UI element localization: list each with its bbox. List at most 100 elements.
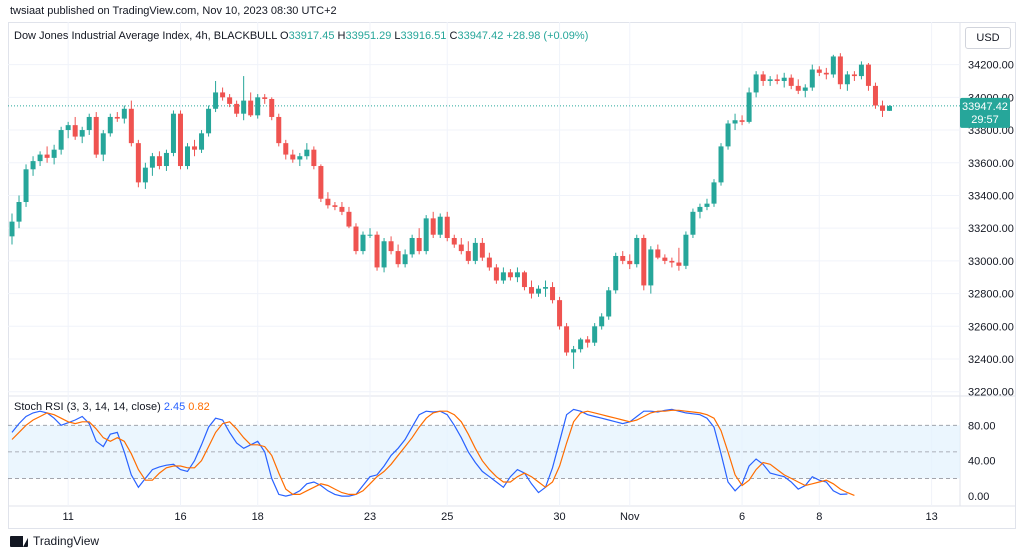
candle — [23, 164, 29, 207]
candlestick-layer — [9, 53, 892, 369]
price-tick-label: 33800.00 — [968, 125, 1014, 137]
candle — [887, 105, 892, 111]
candle-body — [732, 120, 738, 124]
price-tick-label: 32400.00 — [968, 354, 1014, 366]
candle-body — [872, 85, 878, 106]
candle — [255, 94, 261, 119]
candle-body — [493, 267, 499, 281]
candle — [641, 234, 647, 291]
candle-body — [332, 205, 338, 207]
chart-frame — [8, 22, 1016, 529]
open-value: 33917.45 — [288, 30, 335, 42]
candle-body — [114, 116, 120, 119]
candle — [620, 251, 626, 265]
price-tick-label: 32200.00 — [968, 387, 1014, 399]
candle-body — [262, 97, 268, 99]
candle — [809, 64, 815, 91]
candle — [325, 192, 331, 209]
candle-body — [339, 206, 345, 212]
candle-body — [30, 161, 36, 170]
stoch-rsi-title[interactable]: Stoch RSI (3, 3, 14, 14, close) — [14, 401, 161, 413]
candle — [93, 112, 99, 158]
candle-body — [606, 290, 612, 317]
candle — [114, 112, 120, 122]
candle — [592, 323, 598, 346]
candle — [100, 130, 106, 162]
footer-brand[interactable]: TradingView — [10, 534, 99, 548]
candle — [227, 94, 233, 108]
candle-body — [809, 69, 815, 88]
candle-body — [416, 237, 422, 252]
candle — [430, 211, 436, 238]
candle — [388, 236, 394, 255]
candle-body — [746, 92, 752, 122]
candle — [128, 100, 134, 147]
candle-body — [346, 211, 352, 227]
candle-body — [51, 149, 57, 158]
candle — [177, 110, 183, 170]
candle-body — [662, 257, 668, 261]
candle-body — [255, 97, 261, 116]
candle — [606, 287, 612, 320]
candle — [465, 241, 471, 265]
candle-body — [325, 198, 331, 206]
candle — [690, 208, 696, 238]
candle-body — [851, 74, 857, 77]
candle — [79, 126, 85, 144]
price-tag-price: 33947.42 — [962, 101, 1008, 113]
candle-body — [444, 216, 450, 238]
candle — [634, 234, 640, 268]
candle-body — [318, 166, 324, 199]
candle-body — [367, 234, 373, 236]
symbol-label[interactable]: Dow Jones Industrial Average Index, 4h, … — [14, 30, 277, 42]
stoch-d-line — [11, 409, 855, 496]
candle-body — [304, 149, 310, 157]
stoch-d-value: 0.82 — [188, 401, 210, 413]
candle — [86, 113, 92, 135]
candle-body — [16, 202, 22, 222]
candle — [170, 110, 176, 157]
price-tick-label: 34200.00 — [968, 60, 1014, 72]
candle-body — [388, 241, 394, 252]
candle — [269, 97, 275, 121]
candle-body — [192, 146, 198, 150]
candle — [135, 139, 141, 188]
candle-body — [543, 287, 549, 289]
candle — [760, 71, 766, 86]
stoch-tick-label: 80.00 — [968, 420, 996, 432]
candle — [395, 244, 401, 268]
time-tick-label: 30 — [553, 511, 565, 523]
candle-body — [241, 100, 247, 114]
candle — [585, 336, 591, 348]
candle — [662, 254, 668, 265]
candle-body — [627, 260, 633, 265]
candle-body — [423, 218, 429, 252]
candle — [872, 82, 878, 109]
change-value: +28.98 (+0.09%) — [506, 30, 589, 42]
candle-body — [156, 156, 162, 167]
candle-body — [795, 85, 801, 91]
candle — [241, 76, 247, 121]
candle — [697, 203, 703, 219]
candle-body — [44, 154, 50, 158]
candle-body — [220, 92, 226, 98]
candle — [213, 80, 219, 113]
candle — [248, 92, 254, 117]
candle — [297, 152, 303, 167]
candle — [409, 234, 415, 258]
candle — [521, 270, 527, 291]
candle — [367, 228, 373, 238]
currency-button[interactable]: USD — [965, 27, 1011, 49]
candle-body — [704, 203, 710, 207]
time-tick-label: 11 — [62, 511, 73, 523]
candle — [788, 74, 794, 90]
high-value: 33951.29 — [345, 30, 392, 42]
candle-body — [711, 182, 717, 204]
candle — [381, 237, 387, 273]
candle-body — [690, 211, 696, 235]
candle-body — [500, 272, 506, 281]
candle — [655, 244, 661, 260]
price-tick-label: 33600.00 — [968, 158, 1014, 170]
